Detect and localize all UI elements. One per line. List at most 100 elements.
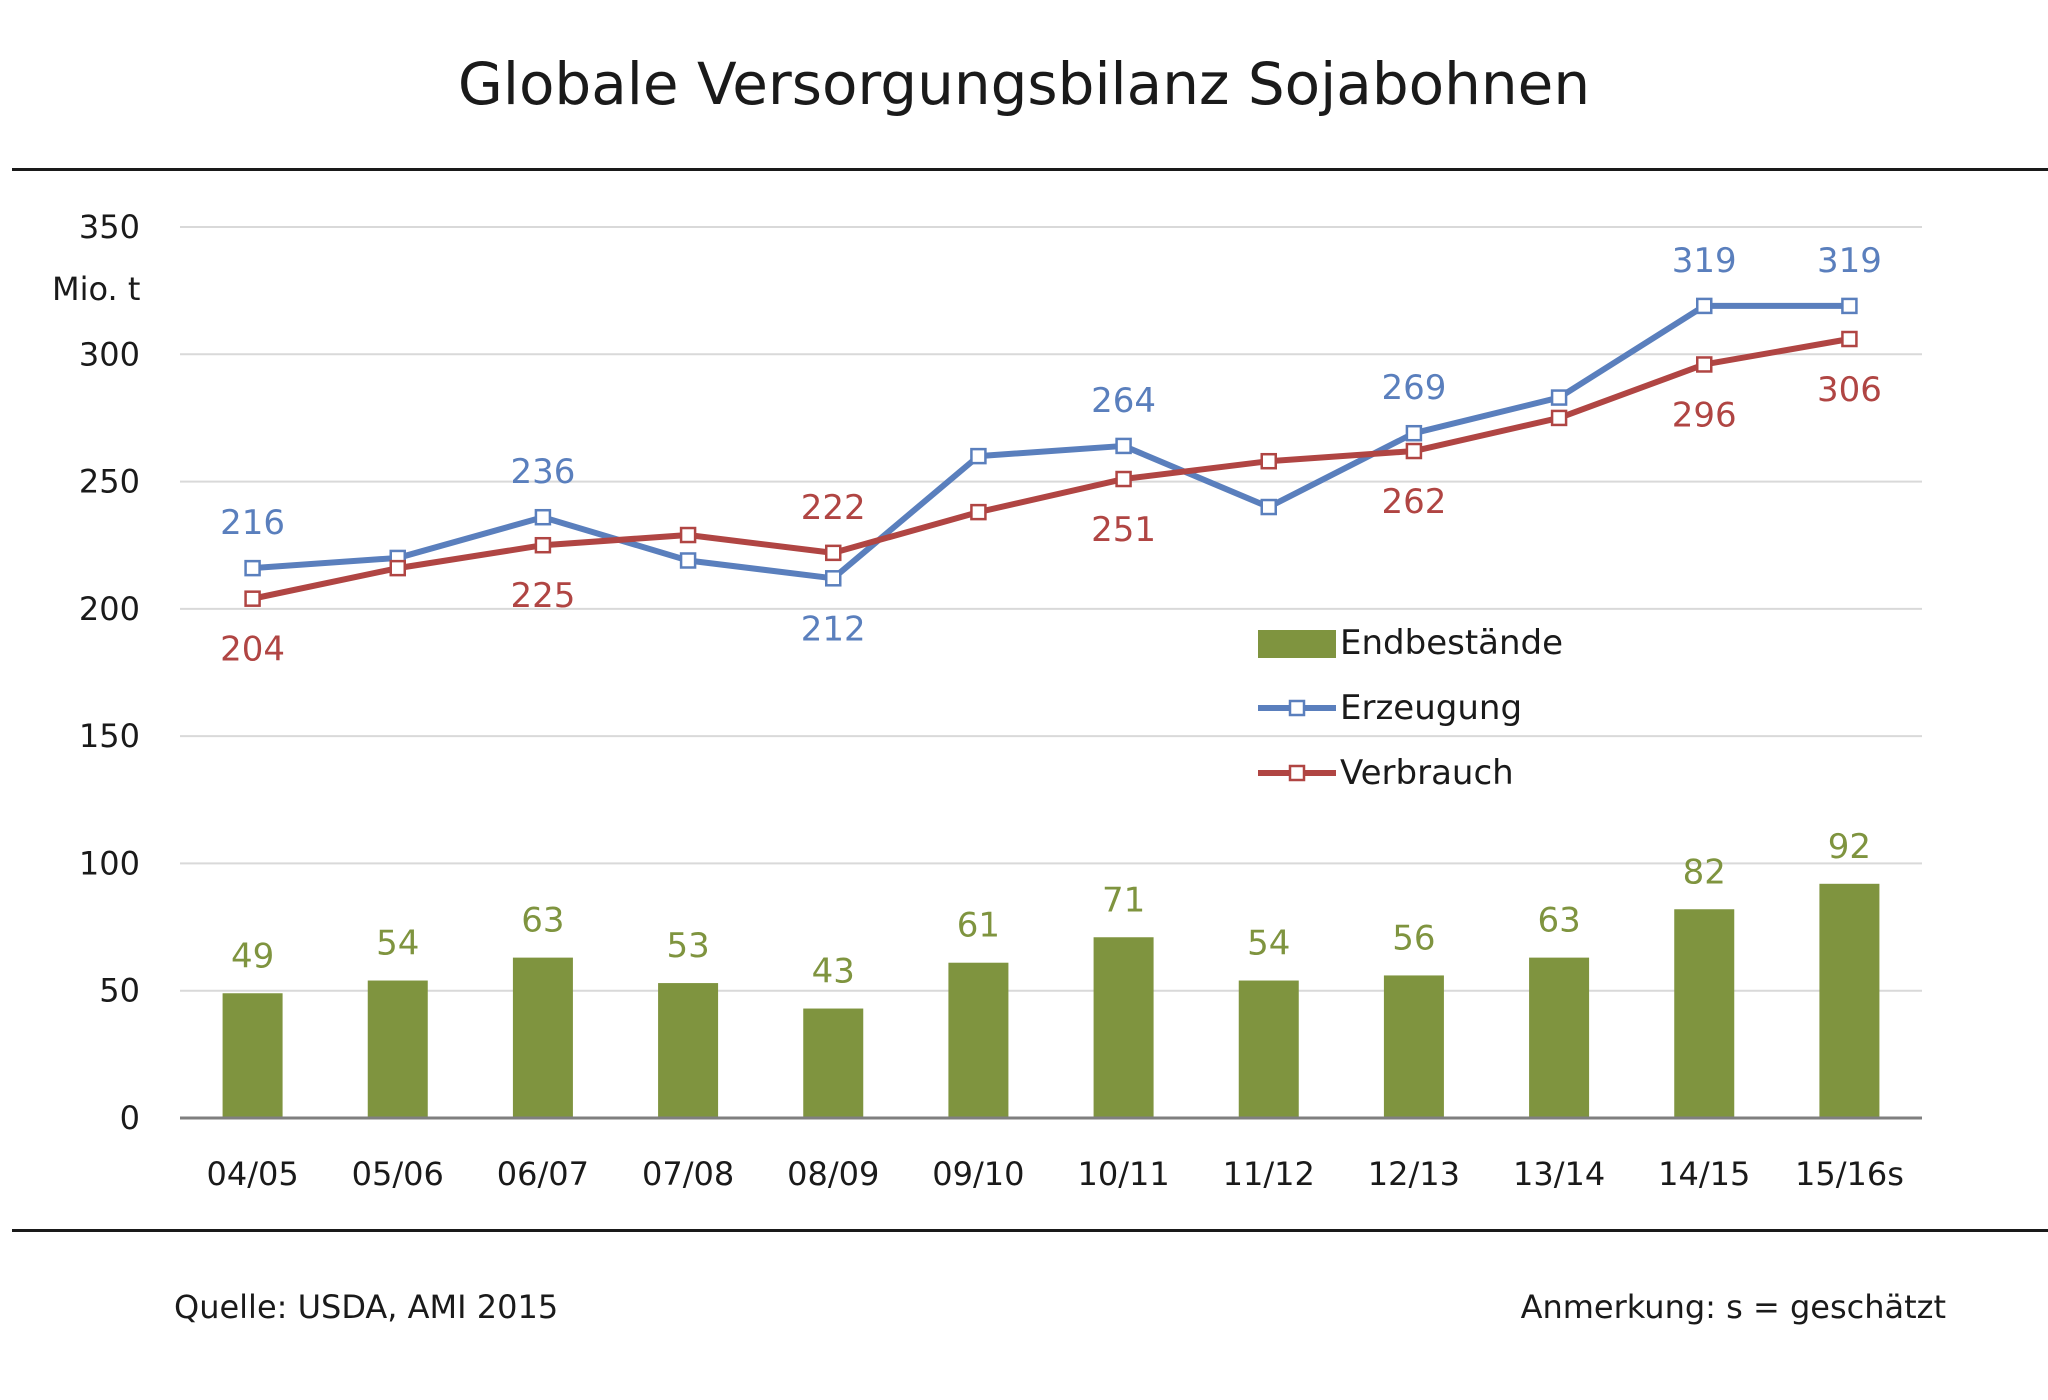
gridlines: [180, 226, 1922, 992]
point-verbrauch: [1405, 442, 1423, 460]
point-verbrauch: [244, 590, 261, 607]
data-label-erzeugung: 264: [1091, 381, 1156, 421]
point-verbrauch: [389, 559, 406, 577]
data-label-endbestaende: 63: [521, 901, 564, 941]
data-label-erzeugung: 236: [510, 452, 575, 492]
bar-endbestaende: [948, 962, 1009, 1118]
y-tick-label: 100: [79, 844, 140, 882]
data-label-verbrauch: 204: [220, 630, 285, 670]
legend-label-endbestaende: Endbestände: [1340, 623, 1563, 663]
point-erzeugung: [1405, 424, 1423, 442]
data-label-endbestaende: 56: [1392, 918, 1435, 958]
bar-endbestaende: [1819, 883, 1880, 1118]
data-label-endbestaende: 82: [1683, 852, 1726, 892]
point-verbrauch: [825, 544, 842, 562]
point-verbrauch: [1260, 452, 1277, 470]
legend-label-verbrauch: Verbrauch: [1340, 753, 1514, 793]
data-label-endbestaende: 53: [666, 926, 709, 966]
x-tick-label: 13/14: [1513, 1155, 1605, 1193]
point-verbrauch: [1696, 356, 1713, 373]
line-series: [244, 297, 1858, 607]
point-erzeugung: [1115, 437, 1132, 455]
x-tick-label: 06/07: [497, 1155, 589, 1193]
y-tick-label: 300: [79, 335, 140, 373]
x-axis-ticks: 04/05 05/06 06/07 07/08 08/09 09/10 10/11 11/12…: [206, 1155, 1903, 1193]
bar-endbestaende: [1529, 957, 1590, 1118]
x-tick-label: 12/13: [1368, 1155, 1460, 1193]
data-label-endbestaende: 61: [957, 906, 1000, 946]
data-label-endbestaende: 43: [812, 952, 855, 992]
data-label-erzeugung: 216: [220, 503, 285, 543]
point-erzeugung: [1696, 297, 1713, 315]
data-label-erzeugung: 269: [1381, 368, 1446, 408]
line-erzeugung: [252, 302, 1850, 582]
point-erzeugung: [1260, 498, 1277, 516]
bar-endbestaende: [803, 1008, 864, 1118]
chart-title: Globale Versorgungsbilanz Sojabohnen: [457, 50, 1591, 118]
point-erzeugung: [679, 552, 697, 569]
data-label-verbrauch: 222: [801, 488, 866, 528]
bar-endbestaende: [1383, 975, 1444, 1118]
y-tick-label: 200: [79, 590, 140, 628]
legend-label-erzeugung: Erzeugung: [1340, 688, 1522, 728]
legend: Endbestände Erzeugung Verbrauch: [1258, 623, 1563, 793]
point-erzeugung: [970, 447, 987, 465]
x-tick-label: 11/12: [1223, 1155, 1315, 1193]
data-label-erzeugung: 212: [801, 609, 866, 649]
remark-note: Anmerkung: s = geschätzt: [1520, 1288, 1946, 1326]
line-verbrauch: [251, 336, 1850, 602]
y-axis-ticks: 0 50 100 150 200 250 300 350: [79, 208, 140, 1137]
bar-endbestaende: [1674, 909, 1735, 1118]
legend-marker-verbrauch: [1288, 764, 1306, 782]
x-tick-label: 10/11: [1077, 1155, 1169, 1193]
data-label-endbestaende: 63: [1537, 901, 1580, 941]
data-label-verbrauch: 306: [1817, 370, 1882, 410]
x-tick-label: 07/08: [642, 1155, 734, 1193]
point-erzeugung: [1550, 389, 1568, 406]
bar-endbestaende: [367, 980, 428, 1118]
point-verbrauch: [1841, 330, 1858, 348]
data-label-verbrauch: 296: [1672, 395, 1737, 435]
point-verbrauch: [679, 526, 697, 544]
bar-series-endbestaende: [222, 883, 1880, 1118]
bar-endbestaende: [222, 993, 283, 1118]
x-tick-label: 05/06: [352, 1155, 444, 1193]
bar-endbestaende: [658, 983, 719, 1118]
point-verbrauch: [970, 503, 987, 521]
point-verbrauch: [1115, 470, 1132, 488]
y-tick-label: 50: [99, 972, 140, 1010]
point-verbrauch: [534, 536, 552, 554]
data-label-endbestaende: 71: [1102, 880, 1145, 920]
y-axis-unit-label: Mio. t: [52, 270, 140, 308]
data-label-endbestaende: 49: [231, 936, 274, 976]
point-erzeugung: [534, 508, 552, 526]
y-tick-label: 350: [79, 208, 140, 246]
source-note: Quelle: USDA, AMI 2015: [174, 1288, 559, 1326]
legend-marker-erzeugung: [1288, 699, 1306, 717]
data-labels: 49 54 63 53 43 61 71 54 56 63 82 92 216 236 212 264 269 3…: [220, 241, 1882, 992]
top-divider: [12, 168, 2048, 171]
data-label-endbestaende: 54: [376, 924, 419, 964]
y-tick-label: 150: [79, 717, 140, 755]
y-tick-label: 250: [79, 463, 140, 501]
data-label-endbestaende: 92: [1828, 827, 1871, 867]
y-tick-label: 0: [120, 1099, 140, 1137]
x-tick-label: 09/10: [932, 1155, 1024, 1193]
x-tick-label: 14/15: [1658, 1155, 1750, 1193]
point-erzeugung: [825, 570, 842, 587]
data-label-verbrauch: 262: [1381, 482, 1446, 522]
data-label-endbestaende: 54: [1247, 924, 1290, 964]
point-verbrauch: [1550, 409, 1568, 427]
data-label-verbrauch: 225: [510, 576, 575, 616]
data-label-verbrauch: 251: [1091, 510, 1156, 550]
bar-endbestaende: [1093, 937, 1154, 1118]
bottom-divider: [12, 1229, 2048, 1232]
data-label-erzeugung: 319: [1817, 241, 1882, 281]
point-erzeugung: [1841, 297, 1858, 315]
data-label-erzeugung: 319: [1672, 241, 1737, 281]
bar-endbestaende: [512, 957, 573, 1118]
x-tick-label: 08/09: [787, 1155, 879, 1193]
bar-endbestaende: [1238, 980, 1299, 1118]
point-erzeugung: [244, 559, 261, 577]
